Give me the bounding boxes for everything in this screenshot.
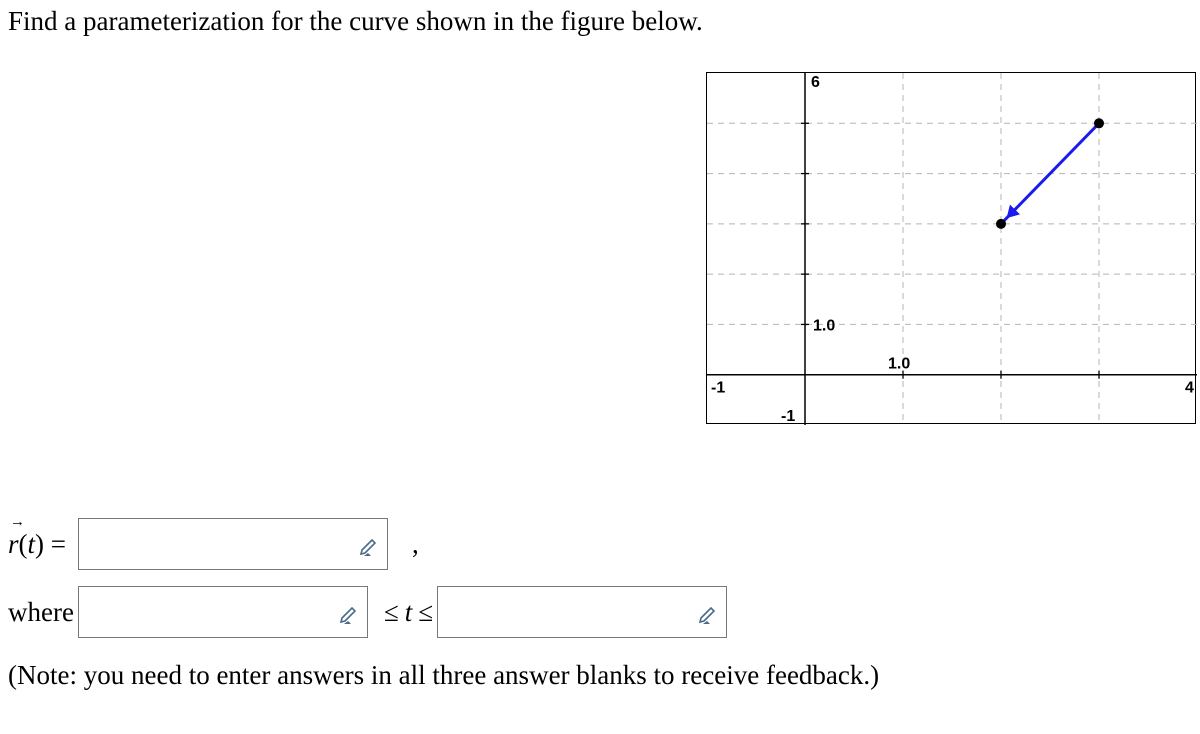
answer-row-2: where ≤ t ≤	[8, 586, 1188, 638]
t-upper-input[interactable]	[437, 586, 727, 638]
figure-svg: 1.0 -1 4 1.0 -1 6	[707, 73, 1197, 425]
open-paren: (	[19, 529, 28, 560]
comma: ,	[412, 529, 419, 560]
edit-icon	[359, 533, 381, 555]
rt-input[interactable]	[78, 518, 388, 570]
parameterization-figure: 1.0 -1 4 1.0 -1 6	[706, 72, 1196, 424]
svg-text:4: 4	[1185, 380, 1194, 397]
answer-area: r ( t ) = , where ≤	[8, 518, 1188, 691]
vector-r: r	[8, 529, 19, 560]
svg-text:-1: -1	[781, 408, 795, 425]
leq-2: ≤	[418, 597, 433, 628]
edit-icon	[698, 601, 720, 623]
equals-sign: =	[51, 529, 66, 560]
svg-text:1.0: 1.0	[813, 317, 835, 334]
edit-icon	[339, 601, 361, 623]
close-paren-eq: )	[35, 529, 51, 560]
svg-text:6: 6	[811, 74, 820, 91]
leq-1: ≤	[384, 597, 399, 628]
svg-text:-1: -1	[711, 380, 725, 397]
question-text: Find a parameterization for the curve sh…	[0, 0, 1200, 37]
answer-row-1: r ( t ) = ,	[8, 518, 1188, 570]
svg-text:1.0: 1.0	[888, 356, 910, 373]
variable-t: t	[28, 529, 36, 560]
note-text: (Note: you need to enter answers in all …	[8, 654, 1188, 691]
where-label: where	[8, 597, 74, 628]
t-mid: t	[405, 597, 413, 628]
t-lower-input[interactable]	[78, 586, 368, 638]
